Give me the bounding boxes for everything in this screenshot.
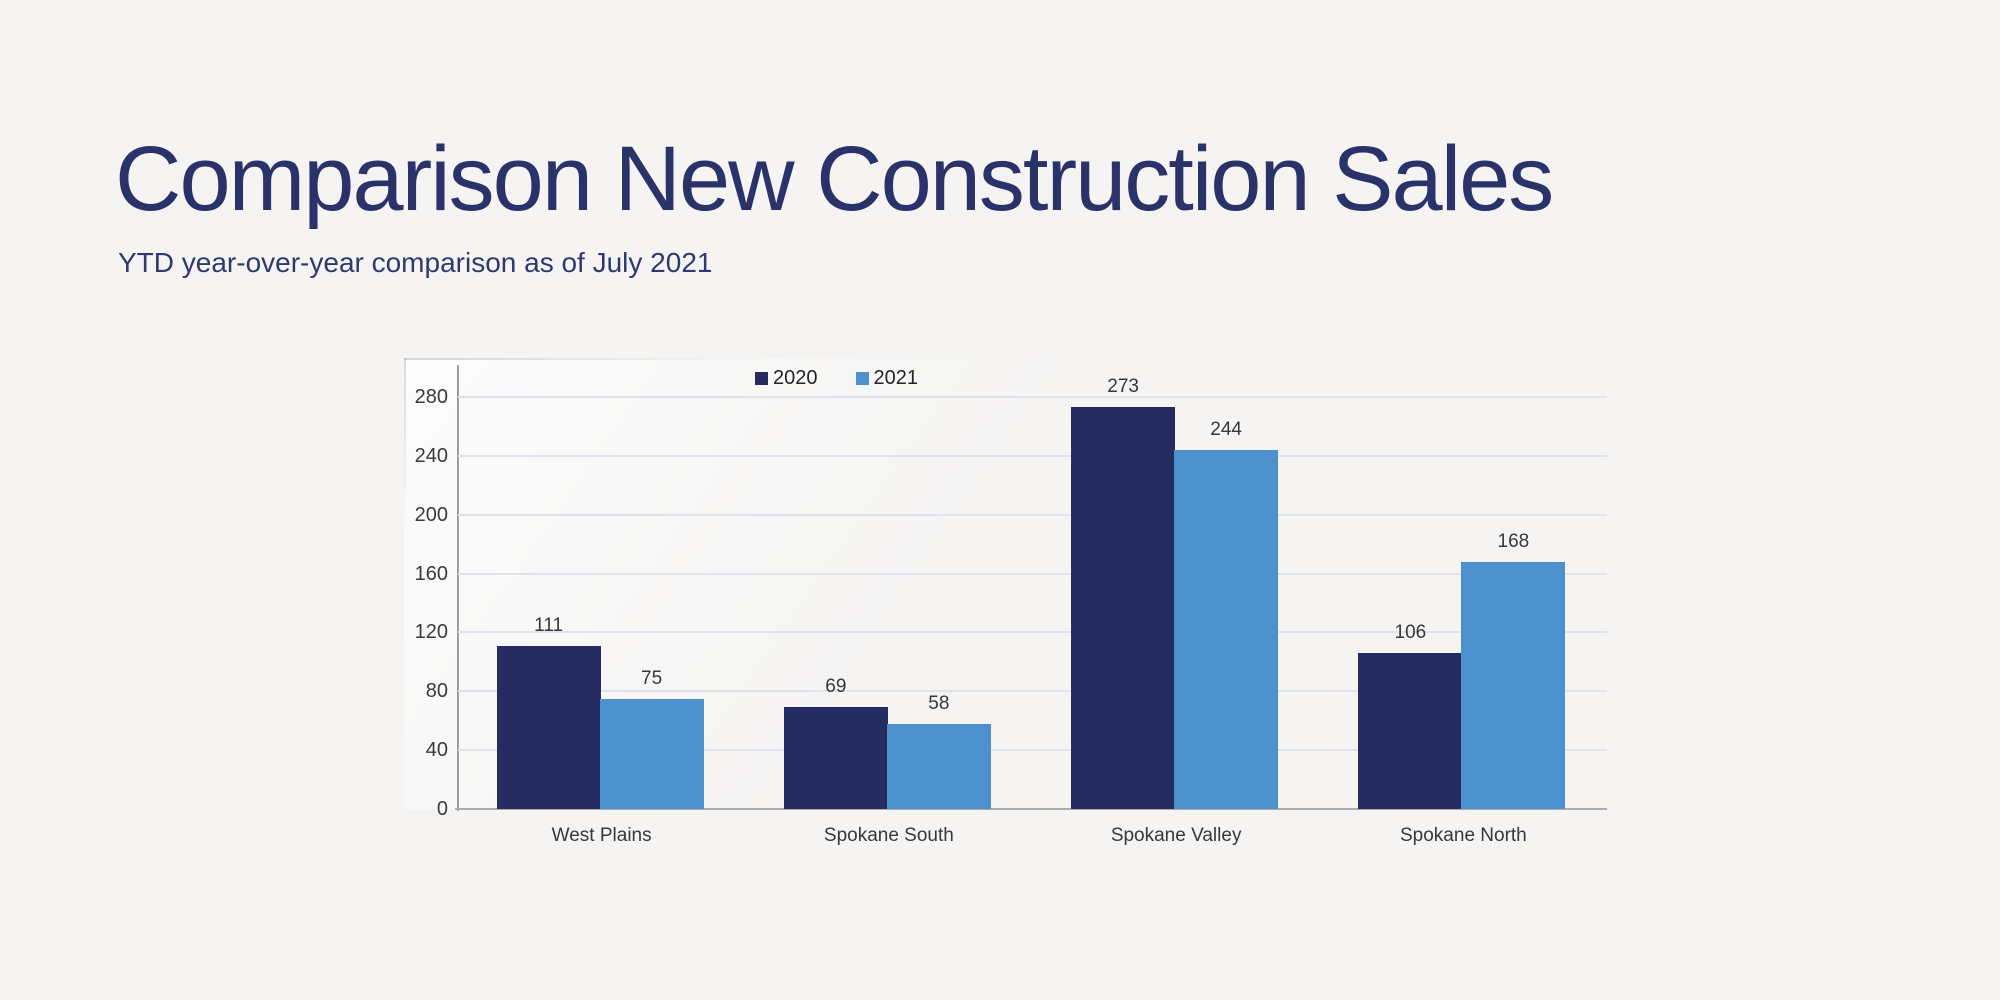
legend-swatch-2021 [855, 371, 869, 385]
bar-2021-spokane-north [1461, 562, 1566, 809]
x-category-label: West Plains [551, 825, 652, 846]
bar-2020-spokane-valley [1071, 407, 1176, 809]
bar-value-label: 111 [534, 615, 564, 636]
y-tick-label: 280 [414, 386, 448, 408]
gridline-200 [458, 513, 1607, 516]
page-subtitle: YTD year-over-year comparison as of July… [118, 247, 713, 278]
x-category-label: Spokane North [1400, 825, 1527, 846]
bar-2020-spokane-south [783, 707, 888, 809]
y-tick-label: 200 [414, 503, 448, 526]
y-tick-label: 80 [425, 680, 448, 703]
bar-value-label: 106 [1394, 622, 1427, 643]
legend-item-2020: 2020 [755, 366, 818, 390]
y-axis-line [457, 365, 459, 811]
legend-item-2021: 2021 [855, 366, 919, 390]
bar-2021-spokane-south [886, 724, 991, 809]
x-axis-line [455, 808, 1607, 810]
y-tick-label: 0 [436, 798, 448, 820]
legend-swatch-2020 [755, 371, 768, 385]
x-category-label: Spokane South [823, 825, 954, 846]
bar-value-label: 69 [825, 676, 847, 697]
gridline-160 [458, 572, 1607, 575]
chart-legend: 2020 2021 [755, 366, 956, 390]
gridline-280 [458, 396, 1607, 398]
gridline-80 [458, 690, 1607, 693]
y-tick-label: 240 [414, 444, 448, 467]
bar-value-label: 75 [641, 668, 663, 689]
bar-2021-spokane-valley [1174, 450, 1279, 809]
bar-2020-spokane-north [1358, 653, 1463, 809]
x-category-label: Spokane Valley [1110, 825, 1242, 846]
gridline-240 [458, 454, 1607, 457]
bar-value-label: 273 [1107, 376, 1139, 397]
bar-value-label: 244 [1210, 419, 1242, 440]
gridline-120 [458, 631, 1607, 634]
bar-2020-west-plains [496, 646, 601, 809]
gridline-40 [458, 749, 1607, 752]
legend-label: 2020 [773, 367, 818, 389]
legend-label: 2021 [873, 367, 919, 389]
page-title: Comparison New Construction Sales [115, 128, 1554, 230]
bar-value-label: 168 [1497, 531, 1530, 552]
plot-area: 111 75 69 58 273 244 106 168 [458, 365, 1607, 809]
y-tick-label: 120 [414, 621, 448, 644]
bar-2021-west-plains [599, 699, 704, 809]
y-tick-label: 160 [414, 562, 448, 585]
bar-value-label: 58 [928, 693, 950, 714]
y-tick-label: 40 [425, 739, 448, 762]
